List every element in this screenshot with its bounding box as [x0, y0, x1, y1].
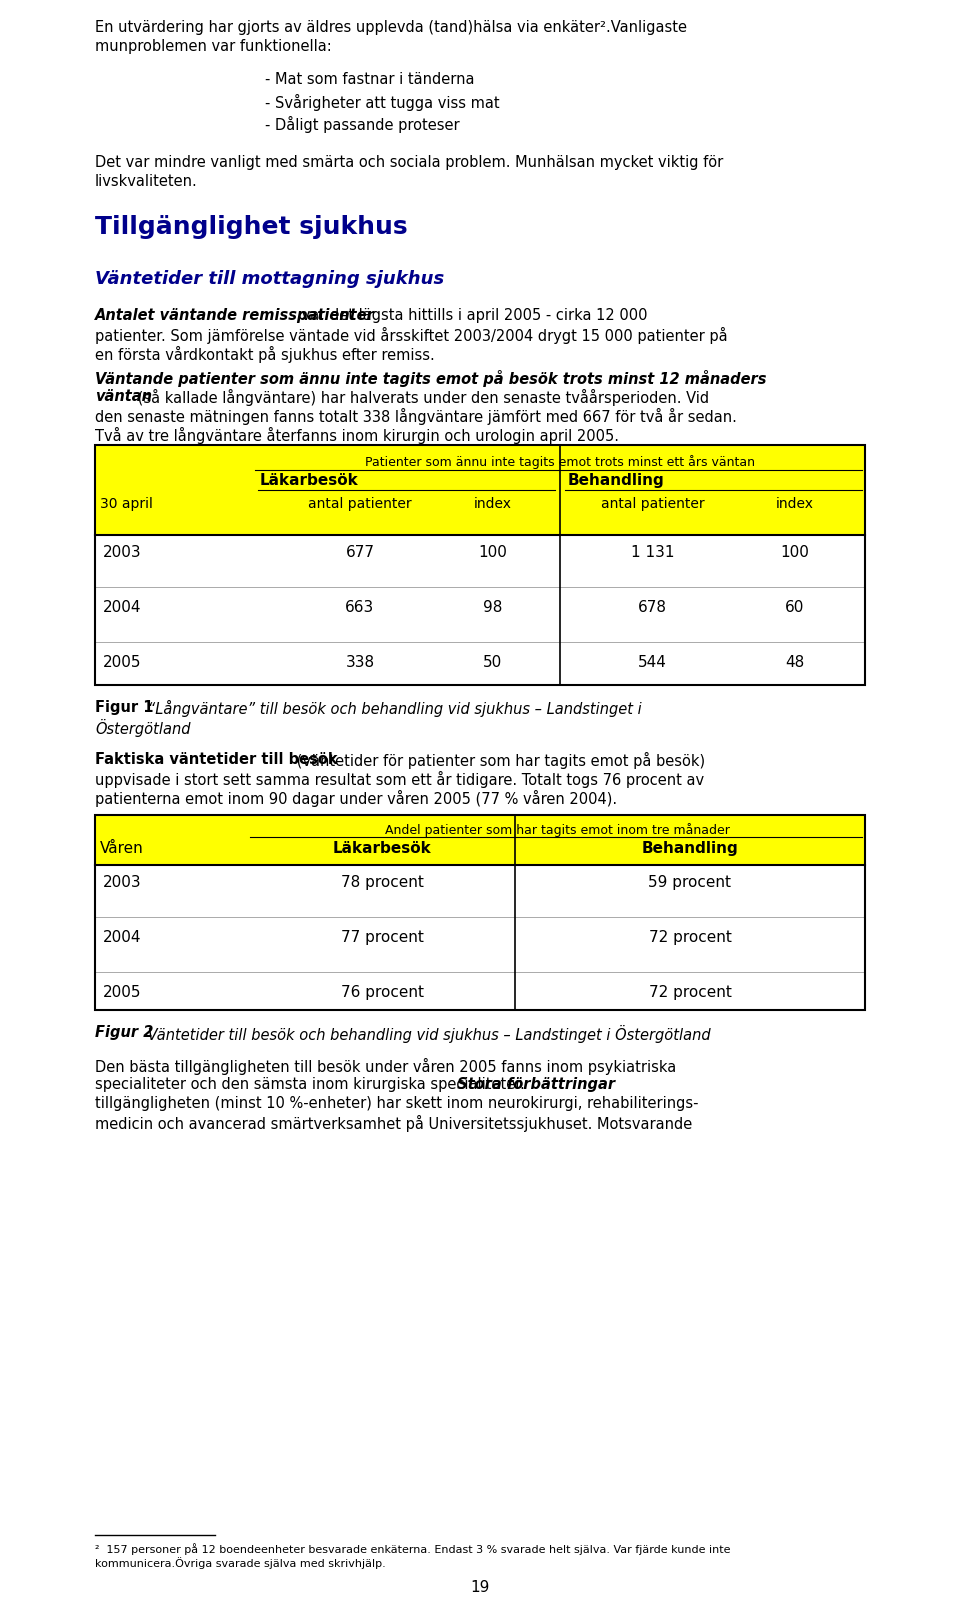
Text: 2003: 2003	[103, 545, 142, 559]
Text: Andel patienter som har tagits emot inom tre månader: Andel patienter som har tagits emot inom…	[385, 823, 730, 837]
Text: Den bästa tillgängligheten till besök under våren 2005 fanns inom psykiatriska: Den bästa tillgängligheten till besök un…	[95, 1057, 676, 1075]
Text: 677: 677	[346, 545, 374, 559]
Text: Väntetider till mottagning sjukhus: Väntetider till mottagning sjukhus	[95, 270, 444, 288]
Text: 2005: 2005	[103, 985, 141, 1000]
Text: kommunicera.Övriga svarade själva med skrivhjälp.: kommunicera.Övriga svarade själva med sk…	[95, 1557, 386, 1568]
Text: 338: 338	[346, 656, 374, 670]
Text: 663: 663	[346, 599, 374, 615]
Text: 59 procent: 59 procent	[649, 874, 732, 890]
Text: Behandling: Behandling	[568, 472, 664, 489]
Text: specialiteter och den sämsta inom kirurgiska specialiteter.: specialiteter och den sämsta inom kirurg…	[95, 1077, 525, 1093]
Text: 72 procent: 72 procent	[649, 930, 732, 945]
Text: munproblemen var funktionella:: munproblemen var funktionella:	[95, 39, 332, 55]
Text: index: index	[776, 497, 814, 511]
Text: 60: 60	[785, 599, 804, 615]
Text: En utvärdering har gjorts av äldres upplevda (tand)hälsa via enkäter².Vanligaste: En utvärdering har gjorts av äldres uppl…	[95, 19, 687, 35]
Text: Tillgänglighet sjukhus: Tillgänglighet sjukhus	[95, 215, 408, 239]
Text: (så kallade långväntare) har halverats under den senaste tvåårsperioden. Vid: (så kallade långväntare) har halverats u…	[132, 389, 708, 407]
Text: en första vårdkontakt på sjukhus efter remiss.: en första vårdkontakt på sjukhus efter r…	[95, 346, 435, 363]
Text: livskvaliteten.: livskvaliteten.	[95, 174, 198, 190]
Text: 1 131: 1 131	[631, 545, 674, 559]
Text: 2003: 2003	[103, 874, 142, 890]
Text: den senaste mätningen fanns totalt 338 långväntare jämfört med 667 för två år se: den senaste mätningen fanns totalt 338 l…	[95, 408, 737, 424]
Bar	[95, 445, 865, 685]
Text: 678: 678	[638, 599, 667, 615]
Text: antal patienter: antal patienter	[308, 497, 412, 511]
Bar	[95, 815, 865, 865]
Text: 72 procent: 72 procent	[649, 985, 732, 1000]
Text: 2005: 2005	[103, 656, 141, 670]
Text: “Långväntare” till besök och behandling vid sjukhus – Landstinget i: “Långväntare” till besök och behandling …	[143, 701, 641, 717]
Text: 78 procent: 78 procent	[341, 874, 424, 890]
Text: Patienter som ännu inte tagits emot trots minst ett års väntan: Patienter som ännu inte tagits emot trot…	[365, 455, 755, 469]
Text: tillgängligheten (minst 10 %-enheter) har skett inom neurokirurgi, rehabiliterin: tillgängligheten (minst 10 %-enheter) ha…	[95, 1096, 699, 1110]
Text: 30 april: 30 april	[100, 497, 153, 511]
Text: antal patienter: antal patienter	[601, 497, 705, 511]
Text: 100: 100	[780, 545, 809, 559]
Text: 100: 100	[478, 545, 507, 559]
Text: Våren: Våren	[100, 840, 144, 857]
Text: Läkarbesök: Läkarbesök	[260, 472, 359, 489]
Text: ²  157 personer på 12 boendeenheter besvarade enkäterna. Endast 3 % svarade helt: ² 157 personer på 12 boendeenheter besva…	[95, 1543, 731, 1556]
Text: 2004: 2004	[103, 599, 141, 615]
Text: 544: 544	[638, 656, 667, 670]
Text: Östergötland: Östergötland	[95, 718, 190, 738]
Text: Figur 2: Figur 2	[95, 1025, 154, 1040]
Text: 77 procent: 77 procent	[341, 930, 424, 945]
Text: Stora förbättringar: Stora förbättringar	[452, 1077, 615, 1093]
Text: 48: 48	[785, 656, 804, 670]
Text: Figur 1: Figur 1	[95, 701, 154, 715]
Text: index: index	[473, 497, 512, 511]
Text: Läkarbesök: Läkarbesök	[333, 840, 432, 857]
Text: patienter. Som jämförelse väntade vid årsskiftet 2003/2004 drygt 15 000 patiente: patienter. Som jämförelse väntade vid år…	[95, 326, 728, 344]
Text: Två av tre långväntare återfanns inom kirurgin och urologin april 2005.: Två av tre långväntare återfanns inom ki…	[95, 427, 619, 444]
Text: Antalet väntande remisspatienter: Antalet väntande remisspatienter	[95, 309, 374, 323]
Text: (väntetider för patienter som har tagits emot på besök): (väntetider för patienter som har tagits…	[292, 752, 705, 770]
Text: Det var mindre vanligt med smärta och sociala problem. Munhälsan mycket viktig f: Det var mindre vanligt med smärta och so…	[95, 154, 723, 170]
Text: medicin och avancerad smärtverksamhet på Universitetssjukhuset. Motsvarande: medicin och avancerad smärtverksamhet på…	[95, 1115, 692, 1131]
Text: - Mat som fastnar i tänderna: - Mat som fastnar i tänderna	[265, 72, 474, 87]
Bar	[95, 815, 865, 1011]
Text: Väntande patienter som ännu inte tagits emot på besök trots minst 12 månaders: Väntande patienter som ännu inte tagits …	[95, 370, 766, 387]
Text: 98: 98	[483, 599, 502, 615]
Text: patienterna emot inom 90 dagar under våren 2005 (77 % våren 2004).: patienterna emot inom 90 dagar under vår…	[95, 791, 617, 807]
Text: uppvisade i stort sett samma resultat som ett år tidigare. Totalt togs 76 procen: uppvisade i stort sett samma resultat so…	[95, 771, 704, 787]
Text: Faktiska väntetider till besök: Faktiska väntetider till besök	[95, 752, 338, 767]
Text: 2004: 2004	[103, 930, 141, 945]
Bar	[95, 445, 865, 535]
Text: - Dåligt passande proteser: - Dåligt passande proteser	[265, 116, 460, 133]
Text: väntan: väntan	[95, 389, 152, 403]
Text: 76 procent: 76 procent	[341, 985, 424, 1000]
Text: Behandling: Behandling	[641, 840, 738, 857]
Text: 19: 19	[470, 1580, 490, 1596]
Text: - Svårigheter att tugga viss mat: - Svårigheter att tugga viss mat	[265, 93, 499, 111]
Text: 50: 50	[483, 656, 502, 670]
Text: var det lägsta hittills i april 2005 - cirka 12 000: var det lägsta hittills i april 2005 - c…	[297, 309, 647, 323]
Text: Väntetider till besök och behandling vid sjukhus – Landstinget i Östergötland: Väntetider till besök och behandling vid…	[143, 1025, 710, 1043]
